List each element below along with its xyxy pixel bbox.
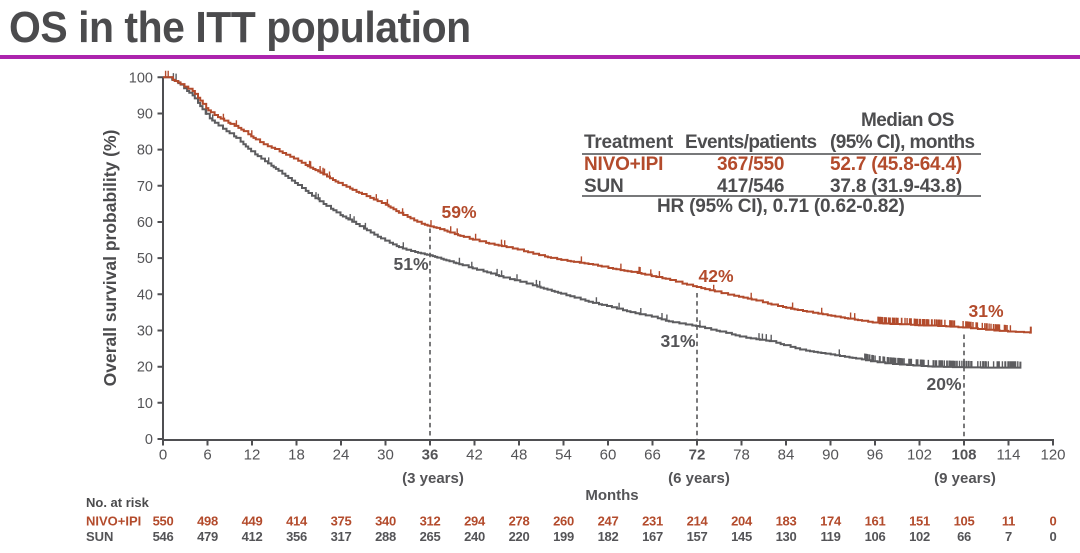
svg-text:20: 20	[137, 360, 153, 376]
svg-text:114: 114	[997, 447, 1021, 464]
svg-text:214: 214	[687, 514, 709, 529]
svg-text:375: 375	[331, 514, 352, 529]
svg-text:0: 0	[145, 432, 153, 448]
svg-text:66: 66	[644, 447, 661, 464]
svg-text:102: 102	[907, 447, 932, 464]
svg-text:174: 174	[820, 514, 842, 529]
svg-text:106: 106	[865, 529, 886, 544]
svg-text:240: 240	[464, 529, 485, 544]
svg-text:231: 231	[642, 514, 663, 529]
svg-text:145: 145	[731, 529, 752, 544]
svg-text:414: 414	[286, 514, 308, 529]
svg-text:340: 340	[375, 514, 396, 529]
svg-text:12: 12	[244, 447, 261, 464]
svg-text:42%: 42%	[698, 266, 733, 286]
svg-text:317: 317	[331, 529, 352, 544]
svg-text:498: 498	[197, 514, 218, 529]
svg-text:479: 479	[197, 529, 218, 544]
svg-text:SUN: SUN	[86, 529, 113, 544]
svg-text:Overall survival probability (: Overall survival probability (%)	[100, 130, 120, 387]
svg-text:31%: 31%	[968, 301, 1003, 321]
svg-text:108: 108	[951, 447, 976, 464]
svg-text:312: 312	[420, 514, 441, 529]
svg-text:11: 11	[1002, 514, 1015, 529]
svg-text:(3 years): (3 years)	[402, 470, 464, 487]
svg-text:182: 182	[598, 529, 619, 544]
svg-text:105: 105	[954, 514, 975, 529]
svg-text:412: 412	[242, 529, 263, 544]
svg-text:260: 260	[553, 514, 574, 529]
svg-text:100: 100	[129, 70, 153, 86]
svg-text:151: 151	[909, 514, 930, 529]
svg-text:449: 449	[242, 514, 263, 529]
svg-text:0: 0	[1050, 529, 1057, 544]
svg-text:(9 years): (9 years)	[934, 470, 996, 487]
svg-text:0: 0	[1050, 514, 1057, 529]
svg-text:247: 247	[598, 514, 619, 529]
svg-text:59%: 59%	[441, 202, 476, 222]
svg-text:356: 356	[286, 529, 307, 544]
svg-text:18: 18	[288, 447, 305, 464]
svg-text:278: 278	[509, 514, 530, 529]
svg-text:265: 265	[420, 529, 441, 544]
svg-text:72: 72	[689, 447, 706, 464]
svg-text:50: 50	[137, 251, 153, 267]
svg-text:199: 199	[553, 529, 574, 544]
svg-text:167: 167	[642, 529, 663, 544]
svg-text:48: 48	[511, 447, 528, 464]
svg-text:84: 84	[778, 447, 795, 464]
svg-text:90: 90	[137, 107, 153, 123]
svg-text:66: 66	[957, 529, 971, 544]
svg-text:0: 0	[159, 447, 167, 464]
svg-text:51%: 51%	[393, 254, 428, 274]
svg-text:546: 546	[153, 529, 174, 544]
svg-text:204: 204	[731, 514, 753, 529]
svg-text:78: 78	[733, 447, 750, 464]
svg-text:90: 90	[822, 447, 839, 464]
svg-text:30: 30	[377, 447, 394, 464]
svg-text:70: 70	[137, 179, 153, 195]
svg-text:NIVO+IPI: NIVO+IPI	[86, 514, 141, 529]
svg-text:31%: 31%	[660, 331, 695, 351]
svg-text:119: 119	[820, 529, 840, 544]
svg-text:10: 10	[137, 396, 153, 412]
svg-text:7: 7	[1005, 529, 1012, 544]
svg-text:294: 294	[464, 514, 486, 529]
svg-text:80: 80	[137, 143, 153, 159]
svg-text:(6 years): (6 years)	[668, 470, 730, 487]
svg-text:54: 54	[555, 447, 572, 464]
svg-text:24: 24	[333, 447, 350, 464]
svg-text:550: 550	[153, 514, 174, 529]
svg-text:No. at risk: No. at risk	[86, 495, 150, 510]
svg-text:Months: Months	[585, 487, 638, 504]
svg-text:157: 157	[687, 529, 708, 544]
svg-text:96: 96	[867, 447, 884, 464]
svg-text:40: 40	[137, 287, 153, 303]
svg-text:130: 130	[776, 529, 797, 544]
svg-text:183: 183	[776, 514, 797, 529]
svg-text:60: 60	[600, 447, 617, 464]
svg-text:20%: 20%	[926, 374, 961, 394]
svg-text:161: 161	[865, 514, 886, 529]
svg-text:120: 120	[1040, 447, 1065, 464]
svg-text:220: 220	[509, 529, 530, 544]
svg-text:42: 42	[466, 447, 483, 464]
svg-text:60: 60	[137, 215, 153, 231]
svg-text:102: 102	[909, 529, 930, 544]
svg-text:288: 288	[375, 529, 396, 544]
svg-text:6: 6	[203, 447, 211, 464]
svg-text:30: 30	[137, 324, 153, 340]
svg-text:36: 36	[422, 447, 439, 464]
